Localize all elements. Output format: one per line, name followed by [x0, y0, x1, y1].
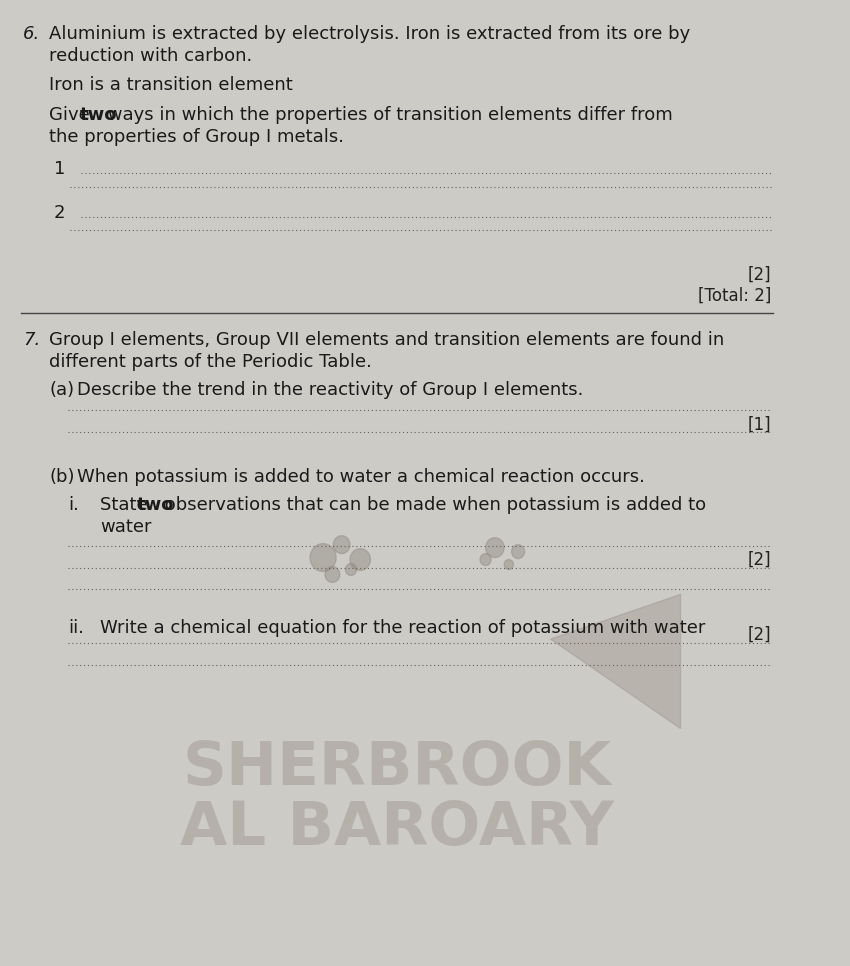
Text: ii.: ii.	[68, 619, 84, 638]
Text: observations that can be made when potassium is added to: observations that can be made when potas…	[159, 496, 706, 514]
Text: Write a chemical equation for the reaction of potassium with water: Write a chemical equation for the reacti…	[100, 619, 705, 638]
Text: State: State	[100, 496, 154, 514]
Circle shape	[504, 559, 513, 570]
Circle shape	[333, 536, 350, 554]
Text: [1]: [1]	[748, 415, 772, 434]
Text: two: two	[79, 106, 117, 125]
Text: [2]: [2]	[748, 266, 772, 283]
Text: (b): (b)	[49, 469, 75, 486]
Text: the properties of Group I metals.: the properties of Group I metals.	[49, 128, 344, 146]
Text: Give: Give	[49, 106, 96, 125]
Circle shape	[512, 545, 524, 558]
Text: [2]: [2]	[748, 551, 772, 569]
Circle shape	[485, 538, 504, 557]
Text: 1: 1	[54, 159, 65, 178]
Text: Group I elements, Group VII elements and transition elements are found in: Group I elements, Group VII elements and…	[49, 331, 724, 349]
Text: two: two	[137, 496, 174, 514]
Circle shape	[310, 544, 336, 572]
Text: [Total: 2]: [Total: 2]	[698, 287, 772, 305]
Text: SHERBROOK: SHERBROOK	[183, 739, 612, 798]
Circle shape	[350, 549, 371, 571]
Text: 2: 2	[54, 204, 65, 221]
Text: [2]: [2]	[748, 626, 772, 644]
Circle shape	[480, 554, 491, 565]
Text: different parts of the Periodic Table.: different parts of the Periodic Table.	[49, 353, 372, 371]
Text: reduction with carbon.: reduction with carbon.	[49, 46, 252, 65]
Circle shape	[345, 563, 356, 576]
Polygon shape	[551, 594, 681, 728]
Text: i.: i.	[68, 496, 79, 514]
Text: water: water	[100, 518, 152, 536]
Text: AL BAROARY: AL BAROARY	[180, 799, 615, 858]
Text: When potassium is added to water a chemical reaction occurs.: When potassium is added to water a chemi…	[77, 469, 645, 486]
Text: Describe the trend in the reactivity of Group I elements.: Describe the trend in the reactivity of …	[77, 381, 583, 399]
Circle shape	[325, 566, 340, 582]
Text: (a): (a)	[49, 381, 74, 399]
Text: ways in which the properties of transition elements differ from: ways in which the properties of transiti…	[102, 106, 672, 125]
Text: Iron is a transition element: Iron is a transition element	[49, 76, 293, 95]
Text: 7.: 7.	[23, 331, 41, 349]
Text: 6.: 6.	[23, 25, 41, 43]
Text: Aluminium is extracted by electrolysis. Iron is extracted from its ore by: Aluminium is extracted by electrolysis. …	[49, 25, 690, 43]
